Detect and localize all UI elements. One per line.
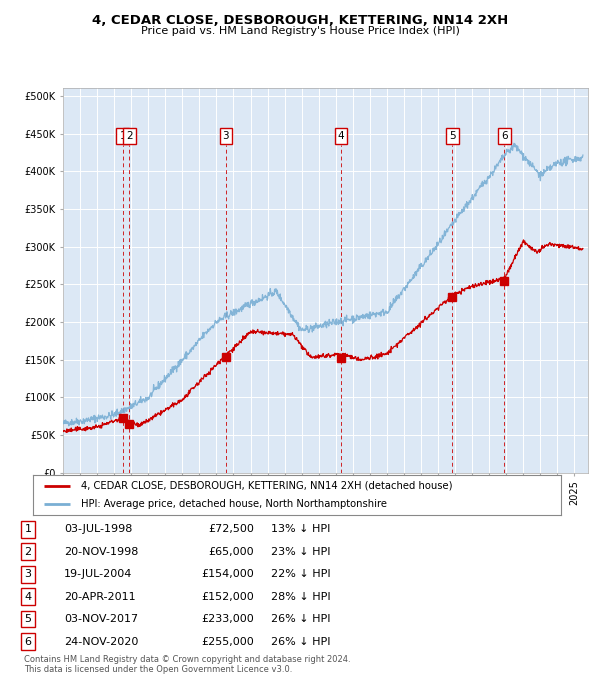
Text: £233,000: £233,000 [201, 614, 254, 624]
Text: 5: 5 [449, 131, 455, 141]
Text: 6: 6 [25, 636, 32, 647]
Text: £65,000: £65,000 [208, 547, 254, 557]
Text: Price paid vs. HM Land Registry's House Price Index (HPI): Price paid vs. HM Land Registry's House … [140, 26, 460, 36]
Text: This data is licensed under the Open Government Licence v3.0.: This data is licensed under the Open Gov… [24, 665, 292, 674]
Text: 4: 4 [25, 592, 32, 602]
Text: 4, CEDAR CLOSE, DESBOROUGH, KETTERING, NN14 2XH (detached house): 4, CEDAR CLOSE, DESBOROUGH, KETTERING, N… [80, 481, 452, 491]
Text: 13% ↓ HPI: 13% ↓ HPI [271, 524, 331, 534]
Text: £154,000: £154,000 [201, 569, 254, 579]
Text: 26% ↓ HPI: 26% ↓ HPI [271, 636, 331, 647]
Text: 24-NOV-2020: 24-NOV-2020 [64, 636, 138, 647]
Text: 22% ↓ HPI: 22% ↓ HPI [271, 569, 331, 579]
Text: 26% ↓ HPI: 26% ↓ HPI [271, 614, 331, 624]
Text: 2: 2 [126, 131, 133, 141]
Text: 28% ↓ HPI: 28% ↓ HPI [271, 592, 331, 602]
Text: 03-JUL-1998: 03-JUL-1998 [64, 524, 132, 534]
Text: 1: 1 [25, 524, 32, 534]
Text: Contains HM Land Registry data © Crown copyright and database right 2024.: Contains HM Land Registry data © Crown c… [24, 656, 350, 664]
Text: HPI: Average price, detached house, North Northamptonshire: HPI: Average price, detached house, Nort… [80, 499, 386, 509]
Text: 5: 5 [25, 614, 32, 624]
Text: £152,000: £152,000 [201, 592, 254, 602]
Text: 6: 6 [501, 131, 508, 141]
Text: £72,500: £72,500 [208, 524, 254, 534]
Text: 4, CEDAR CLOSE, DESBOROUGH, KETTERING, NN14 2XH: 4, CEDAR CLOSE, DESBOROUGH, KETTERING, N… [92, 14, 508, 27]
Text: £255,000: £255,000 [201, 636, 254, 647]
Text: 03-NOV-2017: 03-NOV-2017 [64, 614, 138, 624]
Text: 2: 2 [25, 547, 32, 557]
Text: 20-APR-2011: 20-APR-2011 [64, 592, 136, 602]
Text: 4: 4 [338, 131, 344, 141]
Text: 3: 3 [25, 569, 32, 579]
Text: 1: 1 [119, 131, 126, 141]
Text: 19-JUL-2004: 19-JUL-2004 [64, 569, 132, 579]
Text: 23% ↓ HPI: 23% ↓ HPI [271, 547, 331, 557]
Text: 3: 3 [223, 131, 229, 141]
Text: 20-NOV-1998: 20-NOV-1998 [64, 547, 138, 557]
